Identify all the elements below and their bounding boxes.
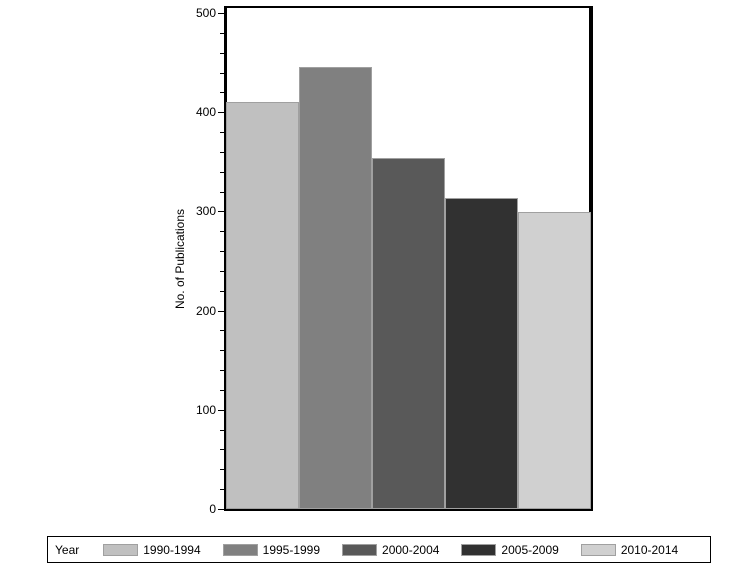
- minor-tick: [220, 469, 224, 470]
- minor-tick: [220, 271, 224, 272]
- minor-tick: [220, 172, 224, 173]
- bar-2005-2009: [445, 197, 518, 509]
- legend: Year 1990-1994 1995-1999 2000-2004 2005-200…: [47, 536, 711, 563]
- minor-tick: [220, 33, 224, 34]
- legend-label: 1995-1999: [262, 542, 321, 557]
- legend-label: 2005-2009: [501, 542, 559, 557]
- legend-item: 1990-1994: [103, 542, 201, 557]
- legend-label: 2010-2014: [620, 542, 679, 557]
- major-tick: [218, 211, 224, 212]
- minor-tick: [220, 152, 224, 153]
- legend-items: 1990-1994 1995-1999 2000-2004 2005-2009 2010…: [103, 543, 700, 557]
- legend-item: 1995-1999: [222, 542, 321, 557]
- legend-title: Year: [55, 542, 80, 557]
- major-tick: [218, 112, 224, 113]
- bar-2010-2014: [518, 212, 591, 509]
- y-tick-label: 500: [195, 6, 216, 20]
- legend-item: 2010-2014: [580, 542, 679, 557]
- minor-tick: [220, 73, 224, 74]
- major-tick: [218, 509, 224, 510]
- minor-tick: [220, 449, 224, 450]
- minor-tick: [220, 370, 224, 371]
- y-tick-label: 0: [209, 502, 216, 516]
- legend-label: 1990-1994: [143, 542, 201, 557]
- legend-item: 2000-2004: [342, 543, 439, 557]
- minor-tick: [220, 489, 224, 490]
- y-tick-label: 300: [195, 204, 216, 218]
- minor-tick: [220, 92, 224, 93]
- legend-swatch: [580, 543, 616, 556]
- minor-tick: [220, 291, 224, 292]
- legend-swatch: [461, 543, 497, 556]
- minor-tick: [220, 231, 224, 232]
- major-tick: [218, 311, 224, 312]
- bar-1990-1994: [226, 102, 299, 509]
- minor-tick: [220, 192, 224, 193]
- minor-tick: [220, 430, 224, 431]
- legend-swatch: [222, 543, 258, 556]
- legend-swatch: [342, 543, 378, 556]
- y-tick-label: 200: [195, 304, 216, 318]
- bar-1995-1999: [299, 66, 372, 509]
- major-tick: [218, 13, 224, 14]
- legend-item: 2005-2009: [461, 542, 559, 557]
- minor-tick: [220, 132, 224, 133]
- minor-tick: [220, 251, 224, 252]
- y-tick-label: 100: [195, 403, 216, 417]
- legend-label: 2000-2004: [382, 542, 440, 557]
- minor-tick: [220, 390, 224, 391]
- minor-tick: [220, 53, 224, 54]
- bar-2000-2004: [372, 157, 445, 509]
- major-tick: [218, 410, 224, 411]
- y-tick-label: 400: [195, 105, 216, 119]
- minor-tick: [220, 330, 224, 331]
- legend-swatch: [103, 543, 139, 556]
- minor-tick: [220, 350, 224, 351]
